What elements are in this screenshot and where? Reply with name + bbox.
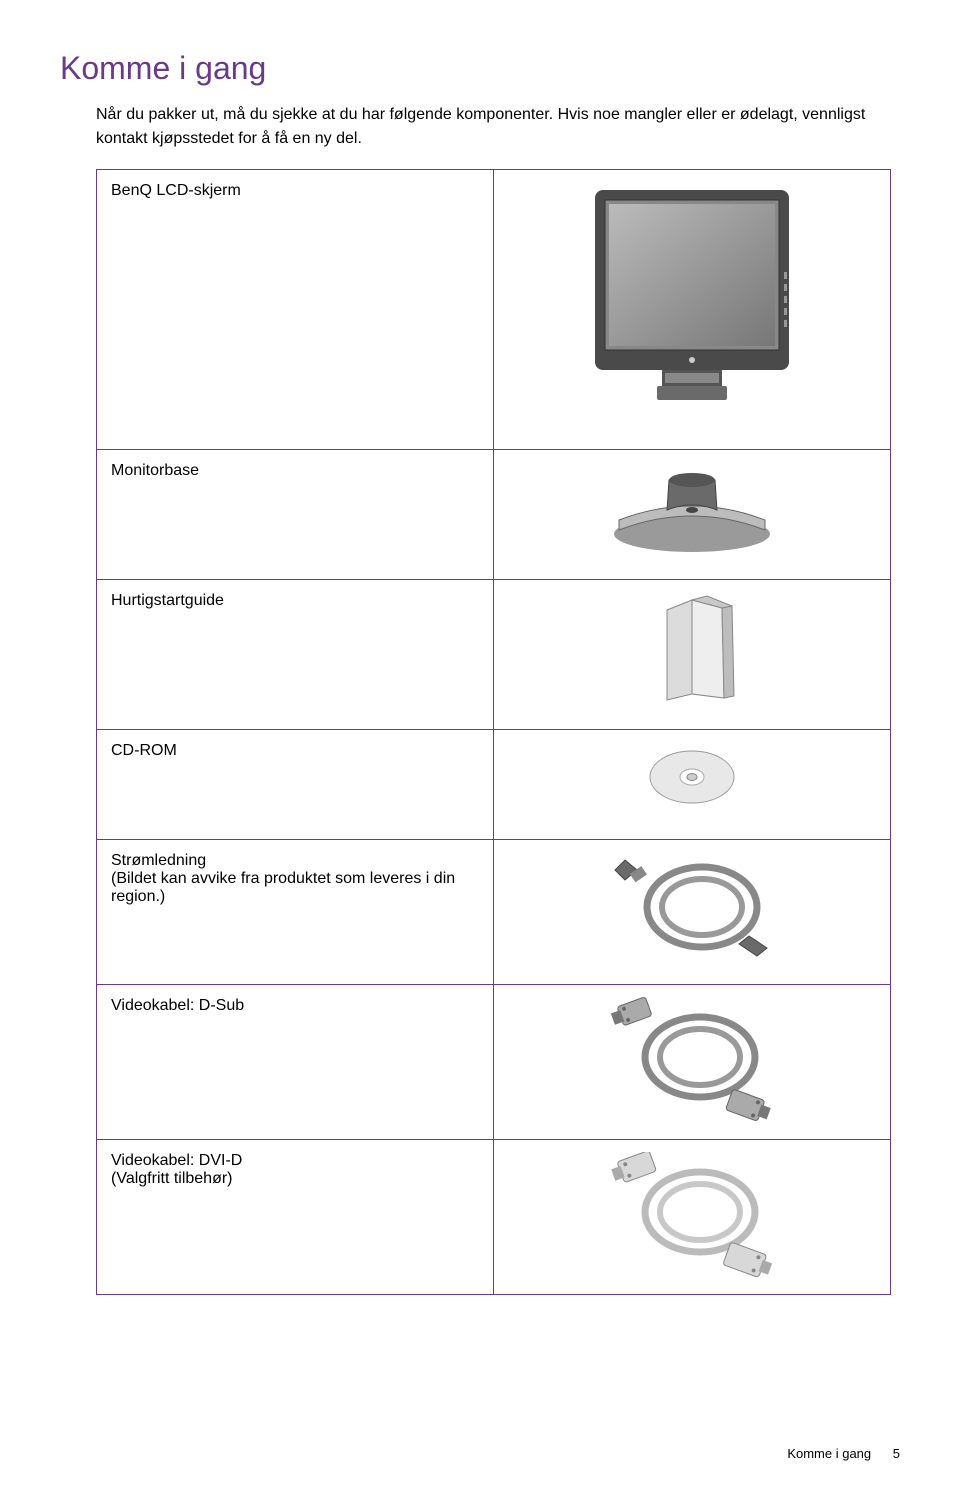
component-label-guide: Hurtigstartguide — [97, 580, 494, 730]
table-row: BenQ LCD-skjerm — [97, 170, 891, 450]
booklet-icon — [632, 592, 752, 712]
component-label-dsub: Videokabel: D-Sub — [97, 985, 494, 1140]
table-row: Videokabel: D-Sub — [97, 985, 891, 1140]
table-row: Videokabel: DVI-D (Valgfritt tilbehør) — [97, 1140, 891, 1295]
component-image-power — [494, 840, 891, 985]
footer-section: Komme i gang — [787, 1446, 871, 1461]
cd-icon — [642, 742, 742, 812]
component-label-lcd: BenQ LCD-skjerm — [97, 170, 494, 450]
footer-page-number: 5 — [893, 1446, 900, 1461]
component-label-cdrom: CD-ROM — [97, 730, 494, 840]
components-table: BenQ LCD-skjerm — [96, 169, 891, 1295]
component-image-lcd — [494, 170, 891, 450]
component-label-dvid: Videokabel: DVI-D (Valgfritt tilbehør) — [97, 1140, 494, 1295]
dsub-cable-icon — [605, 997, 780, 1122]
monitor-base-icon — [607, 462, 777, 557]
component-image-guide — [494, 580, 891, 730]
table-row: Hurtigstartguide — [97, 580, 891, 730]
dvid-cable-icon — [605, 1152, 780, 1277]
intro-text: Når du pakker ut, må du sjekke at du har… — [60, 103, 900, 151]
table-row: CD-ROM — [97, 730, 891, 840]
monitor-icon — [587, 182, 797, 412]
power-cable-icon — [607, 852, 777, 967]
page-title: Komme i gang — [60, 50, 900, 87]
footer: Komme i gang 5 — [787, 1446, 900, 1461]
component-image-base — [494, 450, 891, 580]
component-image-cdrom — [494, 730, 891, 840]
component-label-power: Strømledning (Bildet kan avvike fra prod… — [97, 840, 494, 985]
table-row: Monitorbase — [97, 450, 891, 580]
component-image-dvid — [494, 1140, 891, 1295]
component-label-base: Monitorbase — [97, 450, 494, 580]
table-row: Strømledning (Bildet kan avvike fra prod… — [97, 840, 891, 985]
component-image-dsub — [494, 985, 891, 1140]
